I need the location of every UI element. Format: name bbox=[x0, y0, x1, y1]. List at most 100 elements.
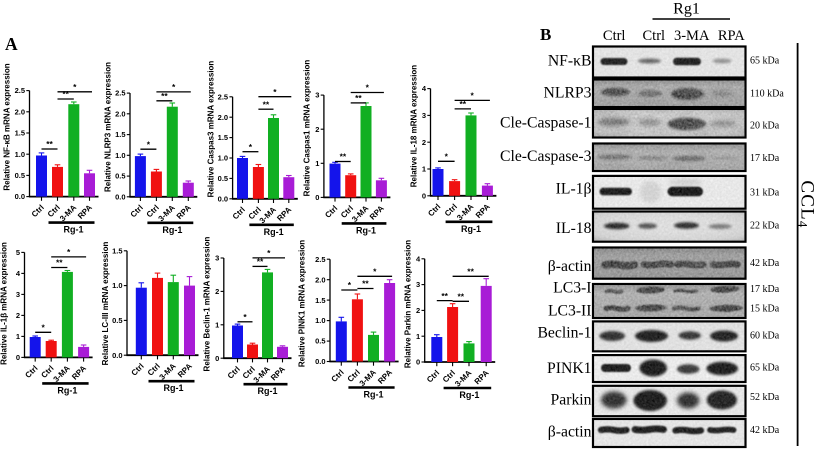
svg-text:Relative LC-III mRNA expressio: Relative LC-III mRNA expression bbox=[101, 242, 110, 366]
svg-text:1.0: 1.0 bbox=[115, 151, 125, 160]
svg-text:*: * bbox=[67, 247, 71, 257]
svg-text:**: ** bbox=[467, 267, 474, 277]
svg-text:**: ** bbox=[56, 258, 63, 268]
svg-text:4: 4 bbox=[422, 84, 427, 93]
svg-text:*: * bbox=[243, 312, 247, 322]
svg-text:0.0: 0.0 bbox=[15, 192, 25, 201]
svg-text:Ctrl: Ctrl bbox=[643, 28, 666, 44]
svg-text:1: 1 bbox=[416, 332, 420, 341]
svg-text:*: * bbox=[42, 323, 46, 333]
svg-text:Relative Caspas3 mRNA expressi: Relative Caspas3 mRNA expression bbox=[207, 61, 216, 198]
svg-text:60 kDa: 60 kDa bbox=[750, 330, 780, 341]
svg-text:**: ** bbox=[161, 91, 168, 101]
svg-text:A: A bbox=[5, 34, 18, 54]
svg-text:*: * bbox=[249, 142, 253, 152]
svg-text:Relative Beclin-1 mRNA express: Relative Beclin-1 mRNA expression bbox=[203, 236, 212, 371]
svg-text:PINK1: PINK1 bbox=[547, 360, 591, 377]
svg-text:0: 0 bbox=[215, 354, 219, 363]
svg-text:3: 3 bbox=[315, 91, 319, 100]
svg-text:**: ** bbox=[62, 89, 69, 99]
svg-text:**: ** bbox=[355, 93, 362, 103]
svg-text:LC3-I: LC3-I bbox=[553, 280, 591, 297]
svg-text:65 kDa: 65 kDa bbox=[750, 56, 780, 67]
svg-text:2.0: 2.0 bbox=[218, 113, 228, 122]
svg-text:*: * bbox=[471, 91, 475, 101]
svg-text:Rg-1: Rg-1 bbox=[162, 225, 182, 235]
svg-text:2.5: 2.5 bbox=[218, 92, 228, 101]
svg-text:Relative PINK1 mRNA expression: Relative PINK1 mRNA expression bbox=[298, 240, 307, 367]
svg-text:Rg1: Rg1 bbox=[673, 1, 700, 18]
svg-text:0.0: 0.0 bbox=[112, 351, 122, 360]
svg-text:2: 2 bbox=[16, 311, 20, 320]
svg-text:Relative NLRP3 mRNA expression: Relative NLRP3 mRNA expression bbox=[104, 62, 113, 192]
svg-text:3: 3 bbox=[215, 254, 219, 263]
svg-text:2: 2 bbox=[422, 138, 426, 147]
svg-text:42 kDa: 42 kDa bbox=[750, 425, 780, 436]
svg-text:*: * bbox=[348, 280, 352, 290]
svg-text:31 kDa: 31 kDa bbox=[750, 188, 780, 199]
svg-text:*: * bbox=[373, 267, 377, 277]
svg-text:1: 1 bbox=[315, 159, 319, 168]
svg-text:1.5: 1.5 bbox=[115, 130, 125, 139]
svg-text:3: 3 bbox=[16, 290, 20, 299]
svg-text:**: ** bbox=[257, 257, 264, 267]
svg-text:0.5: 0.5 bbox=[315, 337, 325, 346]
svg-text:**: ** bbox=[457, 292, 464, 302]
svg-text:0: 0 bbox=[16, 353, 20, 362]
svg-text:Rg-1: Rg-1 bbox=[459, 390, 479, 400]
svg-text:2: 2 bbox=[315, 125, 319, 134]
svg-text:0: 0 bbox=[315, 193, 319, 202]
svg-text:1.5: 1.5 bbox=[218, 133, 228, 142]
svg-text:0.0: 0.0 bbox=[218, 194, 228, 203]
svg-text:2.0: 2.0 bbox=[115, 109, 125, 118]
svg-text:Cle-Caspase-1: Cle-Caspase-1 bbox=[500, 115, 591, 132]
svg-text:17 kDa: 17 kDa bbox=[750, 284, 780, 295]
svg-text:1.0: 1.0 bbox=[15, 150, 25, 159]
svg-text:0: 0 bbox=[416, 358, 420, 367]
svg-text:Beclin-1: Beclin-1 bbox=[537, 325, 591, 342]
svg-text:1.0: 1.0 bbox=[112, 281, 122, 290]
svg-text:15 kDa: 15 kDa bbox=[750, 303, 780, 314]
svg-text:1.0: 1.0 bbox=[315, 316, 325, 325]
svg-text:β-actin: β-actin bbox=[548, 258, 592, 275]
svg-text:0.5: 0.5 bbox=[115, 172, 125, 181]
svg-text:2.0: 2.0 bbox=[15, 107, 25, 116]
svg-text:1.5: 1.5 bbox=[112, 246, 122, 255]
svg-text:4: 4 bbox=[16, 269, 21, 278]
svg-text:Relative IL-18 mRNA expression: Relative IL-18 mRNA expression bbox=[410, 65, 419, 188]
svg-text:B: B bbox=[540, 25, 551, 44]
svg-text:1: 1 bbox=[16, 332, 20, 341]
svg-text:*: * bbox=[267, 248, 271, 258]
svg-text:2.0: 2.0 bbox=[315, 275, 325, 284]
svg-text:Rg-1: Rg-1 bbox=[164, 383, 184, 393]
svg-text:Rg-1: Rg-1 bbox=[461, 224, 481, 234]
svg-text:3: 3 bbox=[416, 280, 420, 289]
svg-text:3-MA: 3-MA bbox=[674, 28, 710, 44]
svg-text:1.5: 1.5 bbox=[15, 129, 25, 138]
svg-text:Rg-1: Rg-1 bbox=[258, 386, 278, 396]
svg-text:0.5: 0.5 bbox=[112, 316, 122, 325]
svg-text:20 kDa: 20 kDa bbox=[750, 121, 780, 132]
svg-text:Relative NF-κB mRNA expression: Relative NF-κB mRNA expression bbox=[3, 63, 12, 190]
svg-text:1: 1 bbox=[215, 320, 219, 329]
svg-text:42 kDa: 42 kDa bbox=[750, 258, 780, 269]
svg-text:22 kDa: 22 kDa bbox=[750, 221, 780, 232]
svg-text:LC3-II: LC3-II bbox=[548, 302, 592, 319]
svg-text:52 kDa: 52 kDa bbox=[750, 392, 780, 403]
svg-text:0.0: 0.0 bbox=[315, 357, 325, 366]
svg-text:Rg-1: Rg-1 bbox=[364, 390, 384, 400]
svg-text:CCL4: CCL4 bbox=[796, 180, 816, 228]
svg-text:*: * bbox=[73, 82, 77, 92]
svg-text:*: * bbox=[147, 139, 151, 149]
svg-text:Rg-1: Rg-1 bbox=[356, 225, 376, 235]
svg-text:Rg-1: Rg-1 bbox=[264, 227, 284, 237]
svg-text:Cle-Caspase-3: Cle-Caspase-3 bbox=[500, 148, 592, 165]
svg-text:**: ** bbox=[459, 99, 466, 109]
svg-text:2.5: 2.5 bbox=[15, 86, 25, 95]
svg-text:4: 4 bbox=[416, 254, 421, 263]
svg-text:Rg-1: Rg-1 bbox=[64, 225, 84, 235]
svg-text:*: * bbox=[172, 82, 176, 92]
svg-text:RPA: RPA bbox=[718, 28, 745, 44]
svg-text:**: ** bbox=[263, 99, 270, 109]
svg-text:*: * bbox=[273, 87, 277, 97]
